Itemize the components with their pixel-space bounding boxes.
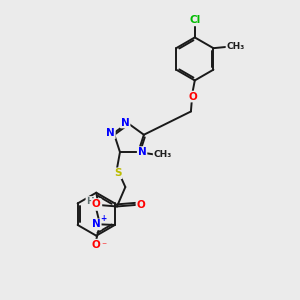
- Text: O: O: [136, 200, 145, 210]
- Text: N: N: [138, 147, 146, 157]
- Text: Cl: Cl: [189, 15, 200, 26]
- Text: N: N: [121, 118, 130, 128]
- Text: N: N: [106, 128, 115, 138]
- Text: O: O: [92, 240, 101, 250]
- Text: ⁻: ⁻: [101, 241, 106, 251]
- Text: N: N: [93, 200, 101, 210]
- Text: +: +: [100, 214, 106, 224]
- Text: O: O: [188, 92, 197, 101]
- Text: N: N: [92, 219, 101, 230]
- Text: CH₃: CH₃: [226, 42, 244, 51]
- Text: O: O: [92, 199, 101, 209]
- Text: S: S: [114, 168, 122, 178]
- Text: CH₃: CH₃: [154, 150, 172, 159]
- Text: H: H: [86, 197, 94, 206]
